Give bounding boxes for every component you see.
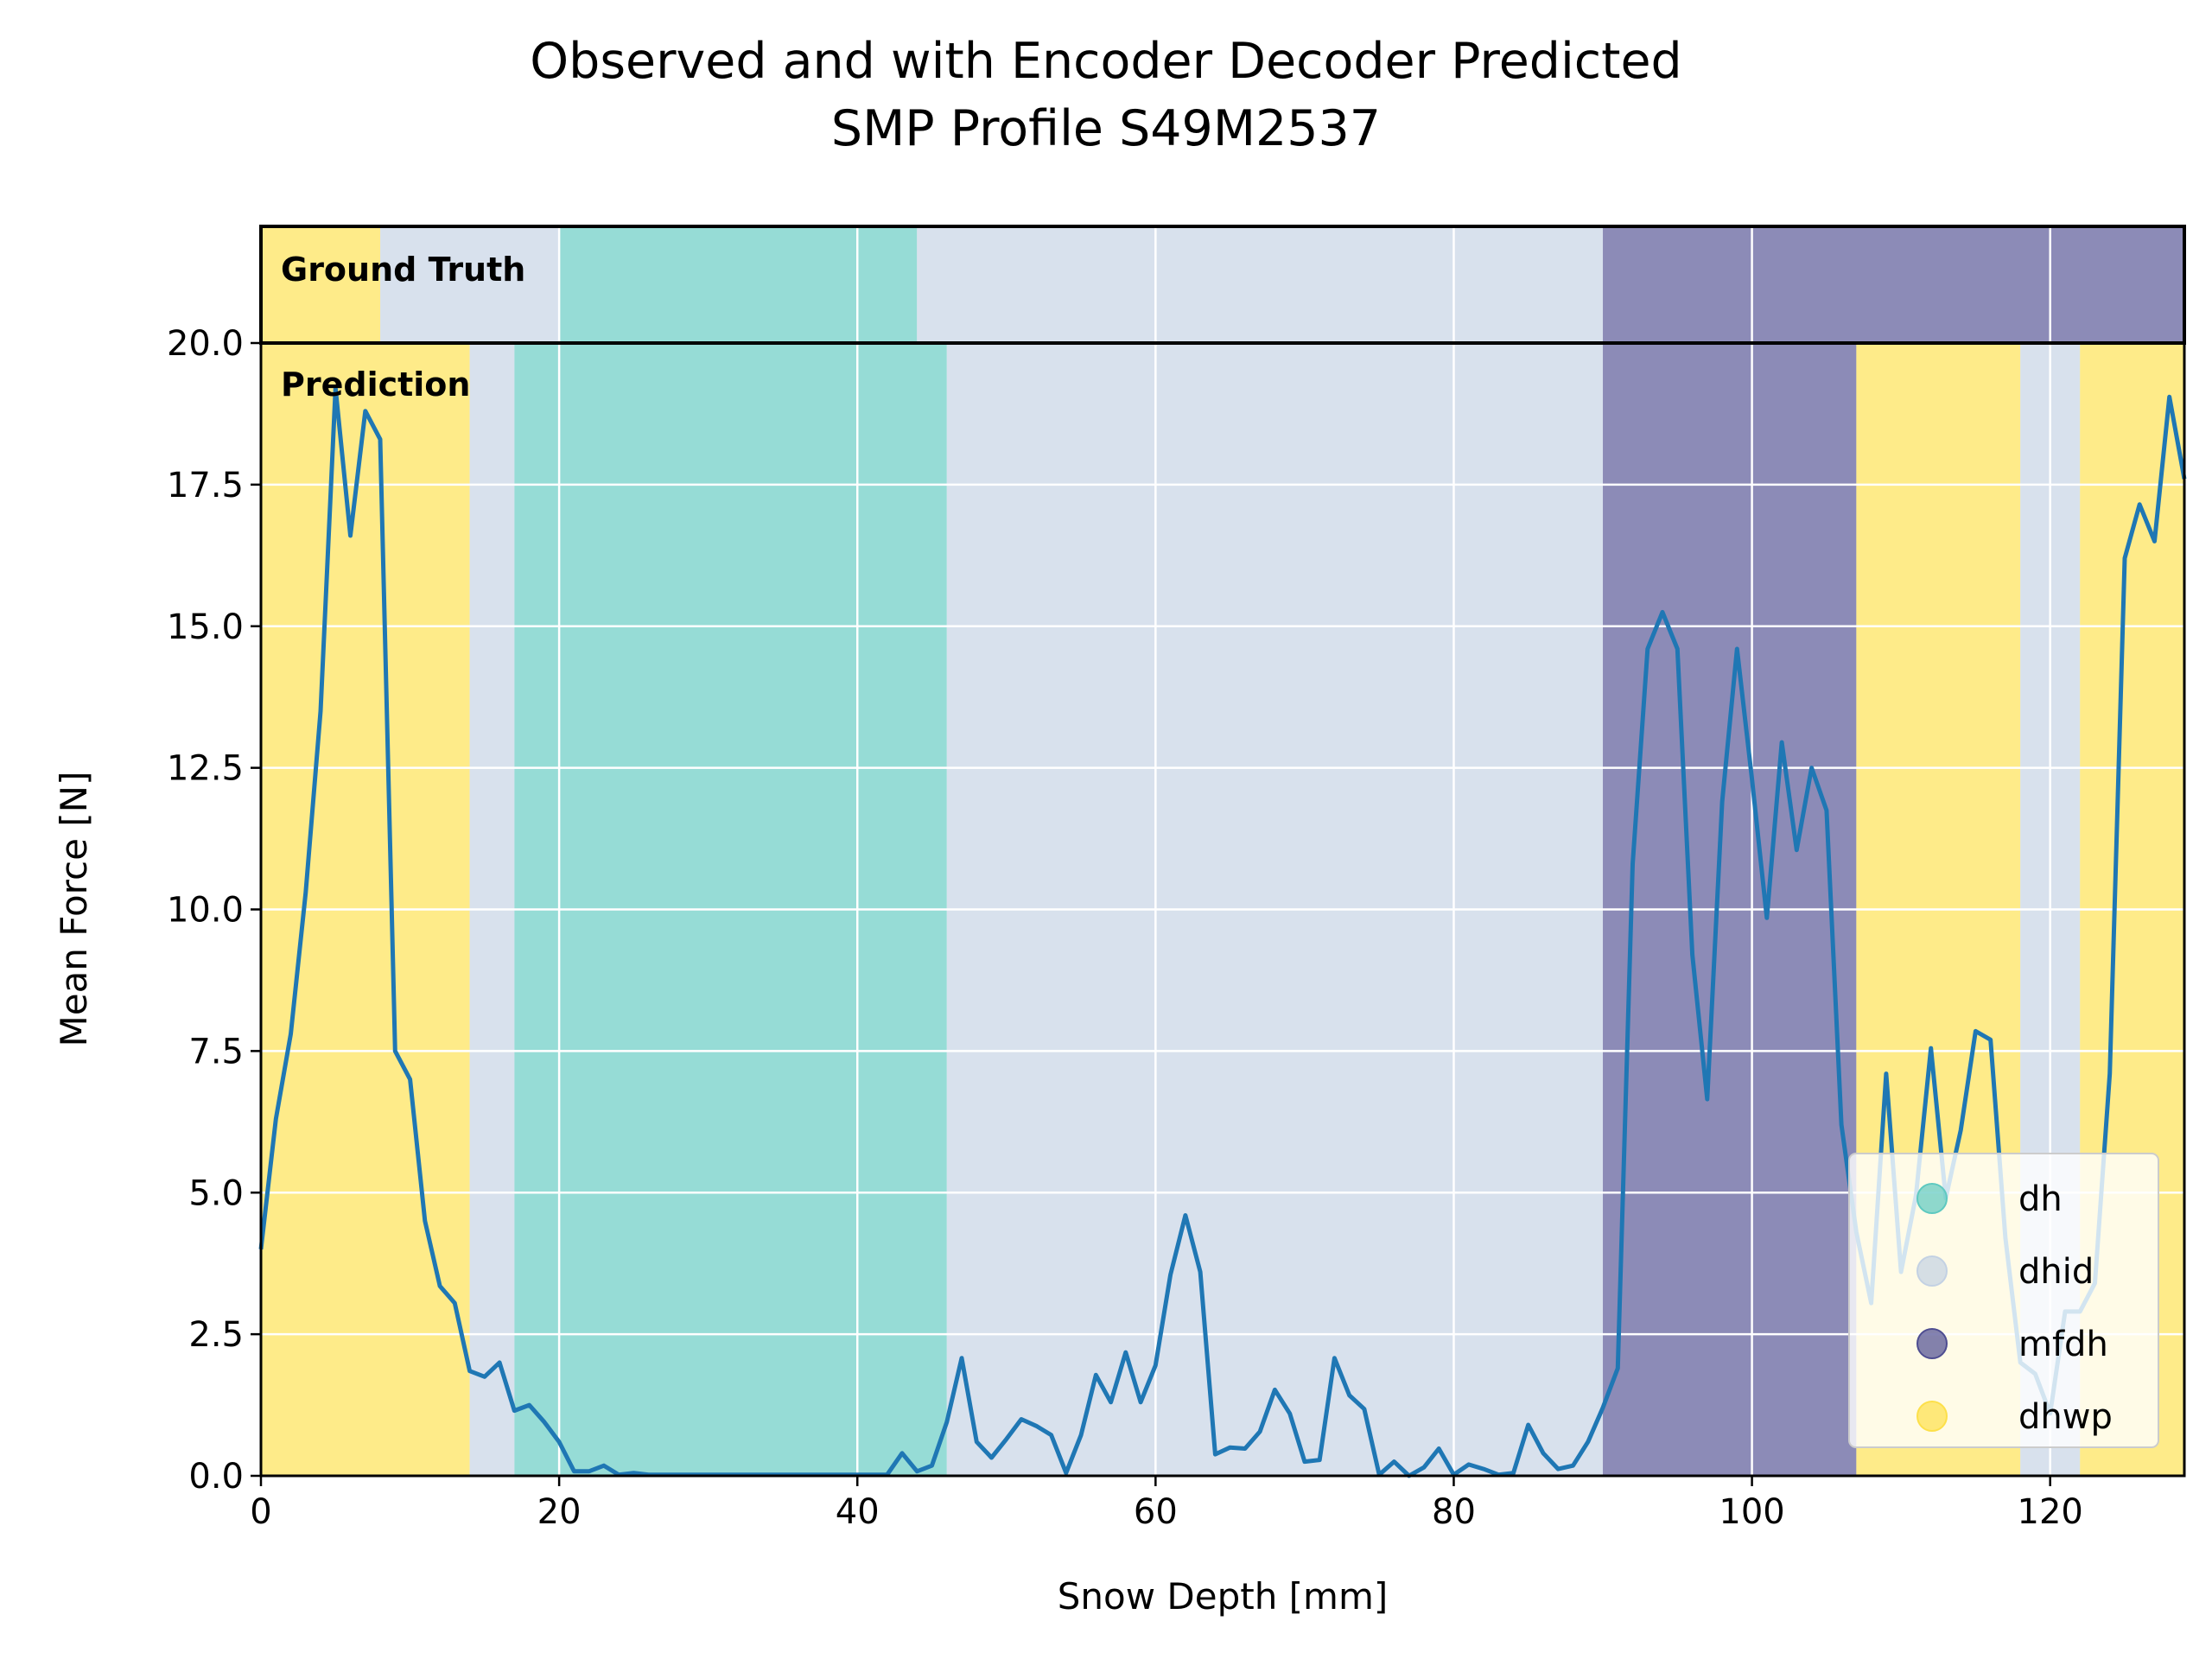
y-axis-label: Mean Force [N] [53, 772, 95, 1047]
ground-truth-segment-dhid [917, 226, 1603, 343]
legend-label-dhwp: dhwp [2018, 1397, 2113, 1437]
y-tick-label: 5.0 [188, 1173, 244, 1213]
y-tick-label: 20.0 [167, 324, 244, 364]
legend-marker-dhid [1917, 1256, 1947, 1286]
prediction-label: Prediction [281, 365, 470, 404]
x-tick-label: 0 [250, 1492, 271, 1532]
y-tick-label: 12.5 [167, 749, 244, 789]
ground-truth-label: Ground Truth [281, 251, 525, 289]
x-tick-label: 80 [1432, 1492, 1476, 1532]
y-tick-label: 15.0 [167, 607, 244, 647]
ground-truth-segment-dh [559, 226, 917, 343]
legend: dh dhid mfdh dhwp [1849, 1154, 2158, 1447]
x-tick-label: 40 [836, 1492, 880, 1532]
y-tick-label: 0.0 [188, 1457, 244, 1497]
ground-truth-bands [261, 226, 2184, 343]
legend-marker-dhwp [1917, 1402, 1947, 1431]
ground-truth-segment-mfdh [1603, 226, 2184, 343]
legend-label-dhid: dhid [2018, 1252, 2094, 1292]
x-tick-label: 100 [1719, 1492, 1784, 1532]
x-tick-label: 60 [1134, 1492, 1178, 1532]
legend-label-dh: dh [2018, 1179, 2063, 1219]
x-tick-label: 120 [2018, 1492, 2083, 1532]
y-tick-label: 10.0 [167, 891, 244, 931]
legend-marker-dh [1917, 1184, 1947, 1213]
y-tick-label: 2.5 [188, 1315, 244, 1355]
x-axis: 0 20 40 60 80 100 120 [250, 1476, 2083, 1532]
chart-title-line1: Observed and with Encoder Decoder Predic… [530, 33, 1681, 90]
legend-marker-mfdh [1917, 1329, 1947, 1358]
legend-label-mfdh: mfdh [2018, 1325, 2108, 1364]
x-tick-label: 20 [537, 1492, 582, 1532]
x-axis-label: Snow Depth [mm] [1058, 1575, 1389, 1618]
y-tick-label: 7.5 [188, 1032, 244, 1071]
y-tick-label: 17.5 [167, 466, 244, 505]
y-axis: 0.0 2.5 5.0 7.5 10.0 12.5 15.0 17.5 20.0 [167, 324, 261, 1497]
chart-title-line2: SMP Profile S49M2537 [831, 100, 1381, 157]
